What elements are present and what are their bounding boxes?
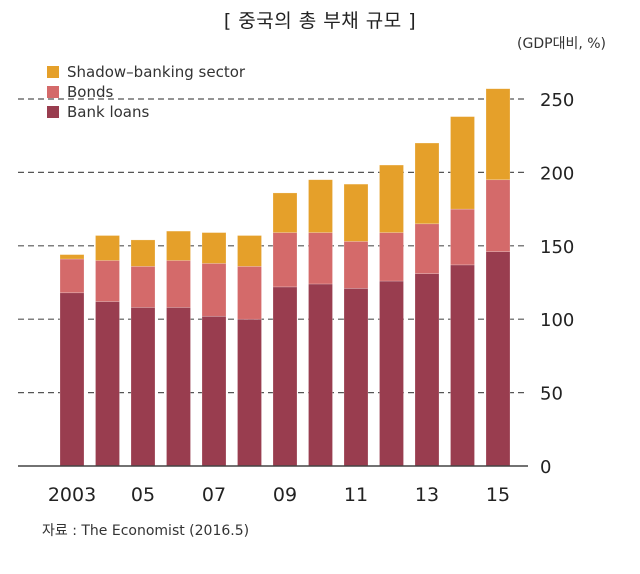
bar-bonds-2006 [166, 260, 191, 308]
y-tick-label-200: 200 [540, 163, 574, 184]
bar-bonds-2009 [272, 232, 298, 288]
bar-bonds-2003 [59, 258, 85, 294]
bar-loans-2003 [59, 292, 85, 467]
legend-swatch-bank-loans [47, 106, 59, 118]
x-tick-label-2005: 05 [131, 484, 155, 506]
y-tick-label-0: 0 [540, 457, 551, 478]
legend-item-bonds: Bonds [47, 82, 245, 102]
bars [59, 88, 511, 467]
bar-shadow-2010 [308, 179, 333, 233]
x-tick-label-2011: 11 [344, 484, 368, 506]
bar-bonds-2010 [308, 232, 333, 285]
bar-bonds-2007 [201, 263, 227, 317]
bar-bonds-2015 [485, 179, 511, 252]
source-note: 자료 : The Economist (2016.5) [42, 523, 250, 539]
bar-loans-2009 [272, 286, 298, 467]
legend: Shadow–banking sector Bonds Bank loans [47, 62, 245, 122]
bar-bonds-2004 [95, 260, 120, 302]
bar-bonds-2011 [343, 241, 369, 289]
y-tick-labels: 0 50 100 150 200 250 [540, 90, 574, 478]
bar-loans-2010 [308, 283, 333, 467]
bar-bonds-2012 [379, 232, 404, 282]
bar-loans-2005 [130, 307, 156, 467]
y-tick-label-250: 250 [540, 90, 574, 111]
legend-label-shadow-banking: Shadow–banking sector [67, 63, 246, 81]
bar-loans-2008 [237, 318, 262, 467]
bar-shadow-2007 [201, 232, 227, 264]
y-tick-label-150: 150 [540, 237, 574, 258]
bar-bonds-2005 [130, 266, 156, 308]
bar-shadow-2014 [450, 116, 475, 210]
bar-loans-2013 [414, 273, 440, 467]
legend-item-bank-loans: Bank loans [47, 102, 245, 122]
bar-loans-2015 [485, 251, 511, 467]
bar-loans-2011 [343, 288, 369, 467]
x-tick-labels: 2003 05 07 09 11 13 15 [48, 484, 510, 506]
legend-item-shadow-banking: Shadow–banking sector [47, 62, 245, 82]
legend-label-bonds: Bonds [67, 83, 114, 101]
bar-bonds-2008 [237, 266, 262, 320]
bar-loans-2007 [201, 315, 227, 467]
bar-shadow-2006 [166, 230, 191, 261]
bar-shadow-2008 [237, 235, 262, 267]
y-tick-label-100: 100 [540, 310, 574, 331]
bar-shadow-2013 [414, 142, 440, 225]
bar-bonds-2013 [414, 223, 440, 274]
bar-loans-2014 [450, 264, 475, 467]
legend-swatch-bonds [47, 86, 59, 98]
x-tick-label-2013: 13 [415, 484, 439, 506]
x-tick-label-2003: 2003 [48, 484, 96, 506]
legend-swatch-shadow-banking [47, 66, 59, 78]
legend-label-bank-loans: Bank loans [67, 103, 150, 121]
bar-loans-2004 [95, 301, 120, 467]
chart-title: [ 중국의 총 부채 규모 ] [223, 10, 417, 32]
bar-shadow-2004 [95, 235, 120, 261]
bar-loans-2012 [379, 280, 404, 467]
x-tick-label-2007: 07 [202, 484, 226, 506]
bar-shadow-2015 [485, 88, 511, 181]
bar-shadow-2003 [59, 254, 85, 260]
bar-shadow-2012 [379, 164, 404, 233]
chart-unit-label: (GDP대비, %) [517, 36, 606, 52]
bar-shadow-2011 [343, 183, 369, 242]
y-tick-label-50: 50 [540, 384, 563, 405]
x-tick-label-2015: 15 [486, 484, 510, 506]
bar-loans-2006 [166, 307, 191, 467]
bar-bonds-2014 [450, 208, 475, 266]
x-tick-label-2009: 09 [273, 484, 297, 506]
bar-shadow-2009 [272, 192, 298, 233]
bar-shadow-2005 [130, 239, 156, 267]
